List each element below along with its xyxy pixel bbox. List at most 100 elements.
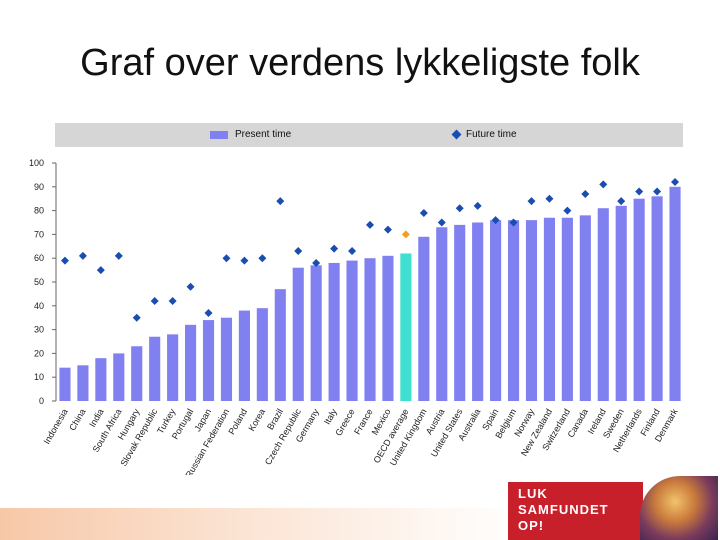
bar-south-africa <box>113 353 125 401</box>
bar-korea <box>256 308 268 401</box>
bar-finland <box>651 196 663 401</box>
bar-france <box>364 258 376 401</box>
legend-present-swatch <box>210 131 228 139</box>
marker-denmark <box>671 178 680 187</box>
marker-portugal <box>186 282 195 291</box>
bar-hungary <box>131 346 143 401</box>
y-tick-label: 50 <box>34 277 44 287</box>
marker-switzerland <box>563 206 572 215</box>
bar-austria <box>436 227 448 401</box>
marker-spain <box>491 216 500 225</box>
marker-czech-republic <box>294 247 303 256</box>
bar-new-zealand <box>543 217 555 401</box>
marker-india <box>96 266 105 275</box>
bar-poland <box>238 310 250 401</box>
slide-title: Graf over verdens lykkeligste folk <box>80 42 640 84</box>
marker-australia <box>473 201 482 210</box>
bar-china <box>77 365 89 401</box>
bar-germany <box>310 265 322 401</box>
marker-new-zealand <box>545 194 554 203</box>
marker-south-africa <box>114 251 123 260</box>
bar-oecd-average <box>400 253 412 401</box>
chart-legend <box>55 123 683 147</box>
footer-decoration <box>0 508 520 540</box>
marker-canada <box>581 189 590 198</box>
logo-text-line-3: OP! <box>518 518 545 533</box>
marker-russian-federation <box>222 254 231 263</box>
y-tick-label: 70 <box>34 229 44 239</box>
bar-united-states <box>454 224 466 401</box>
x-tick-label: Italy <box>322 407 339 427</box>
bar-czech-republic <box>292 267 304 401</box>
marker-hungary <box>132 313 141 322</box>
marker-china <box>78 251 87 260</box>
bar-norway <box>525 220 538 401</box>
marker-france <box>366 220 374 229</box>
bar-denmark <box>669 186 681 401</box>
y-tick-label: 60 <box>34 253 44 263</box>
bar-brazil <box>274 289 286 401</box>
marker-ireland <box>599 180 608 189</box>
logo-badge <box>508 482 643 540</box>
bar-slovak-republic <box>149 336 161 401</box>
y-tick-label: 80 <box>34 206 44 216</box>
bar-india <box>95 358 107 401</box>
bar-spain <box>490 220 502 401</box>
bar-italy <box>328 262 340 401</box>
bar-greece <box>346 260 358 401</box>
x-tick-label: India <box>87 407 105 429</box>
marker-belgium <box>509 218 518 227</box>
marker-poland <box>240 256 249 265</box>
marker-oecd-average <box>401 230 410 239</box>
marker-united-kingdom <box>419 208 428 217</box>
bar-belgium <box>507 220 520 401</box>
marker-germany <box>312 258 321 267</box>
y-tick-label: 40 <box>34 301 44 311</box>
bar-united-kingdom <box>418 236 430 401</box>
y-axis: 0 10 20 30 40 50 60 70 80 90 100 <box>29 158 57 406</box>
legend-present-label: Present time <box>235 129 292 140</box>
markers-future-time <box>60 178 680 322</box>
x-tick-label: Korea <box>246 407 267 433</box>
y-tick-label: 20 <box>34 348 44 358</box>
marker-turkey <box>168 297 177 306</box>
bar-sweden <box>615 205 627 401</box>
x-tick-label: China <box>67 407 87 432</box>
marker-indonesia <box>60 256 69 265</box>
marker-netherlands <box>635 187 644 196</box>
marker-norway <box>527 197 536 206</box>
logo-text-line-1: LUK <box>518 486 548 501</box>
x-tick-label: Indonesia <box>42 407 70 446</box>
legend-future-label: Future time <box>466 129 517 140</box>
bar-russian-federation <box>220 317 233 401</box>
y-tick-label: 0 <box>39 396 44 406</box>
marker-brazil <box>276 197 285 206</box>
bar-turkey <box>167 334 179 401</box>
bars-present-time <box>59 186 681 401</box>
y-tick-label: 100 <box>29 158 44 168</box>
bar-netherlands <box>633 198 645 401</box>
bar-japan <box>202 320 215 401</box>
bar-portugal <box>185 324 197 401</box>
bar-ireland <box>597 208 609 401</box>
bar-mexico <box>382 255 394 401</box>
bar-australia <box>472 222 484 401</box>
bar-indonesia <box>59 367 71 401</box>
marker-slovak-republic <box>150 297 159 306</box>
marker-japan <box>204 308 213 317</box>
bar-switzerland <box>561 217 573 401</box>
marker-korea <box>258 254 267 263</box>
marker-greece <box>348 247 357 256</box>
y-tick-label: 10 <box>34 372 44 382</box>
logo-text-line-2: SAMFUNDET <box>518 502 609 517</box>
marker-mexico <box>383 225 392 234</box>
y-tick-label: 90 <box>34 182 44 192</box>
marker-united-states <box>455 204 464 213</box>
marker-finland <box>653 187 662 196</box>
bar-canada <box>579 215 591 401</box>
marker-italy <box>330 244 339 253</box>
logo-photo-image <box>640 476 718 540</box>
marker-austria <box>437 218 446 227</box>
